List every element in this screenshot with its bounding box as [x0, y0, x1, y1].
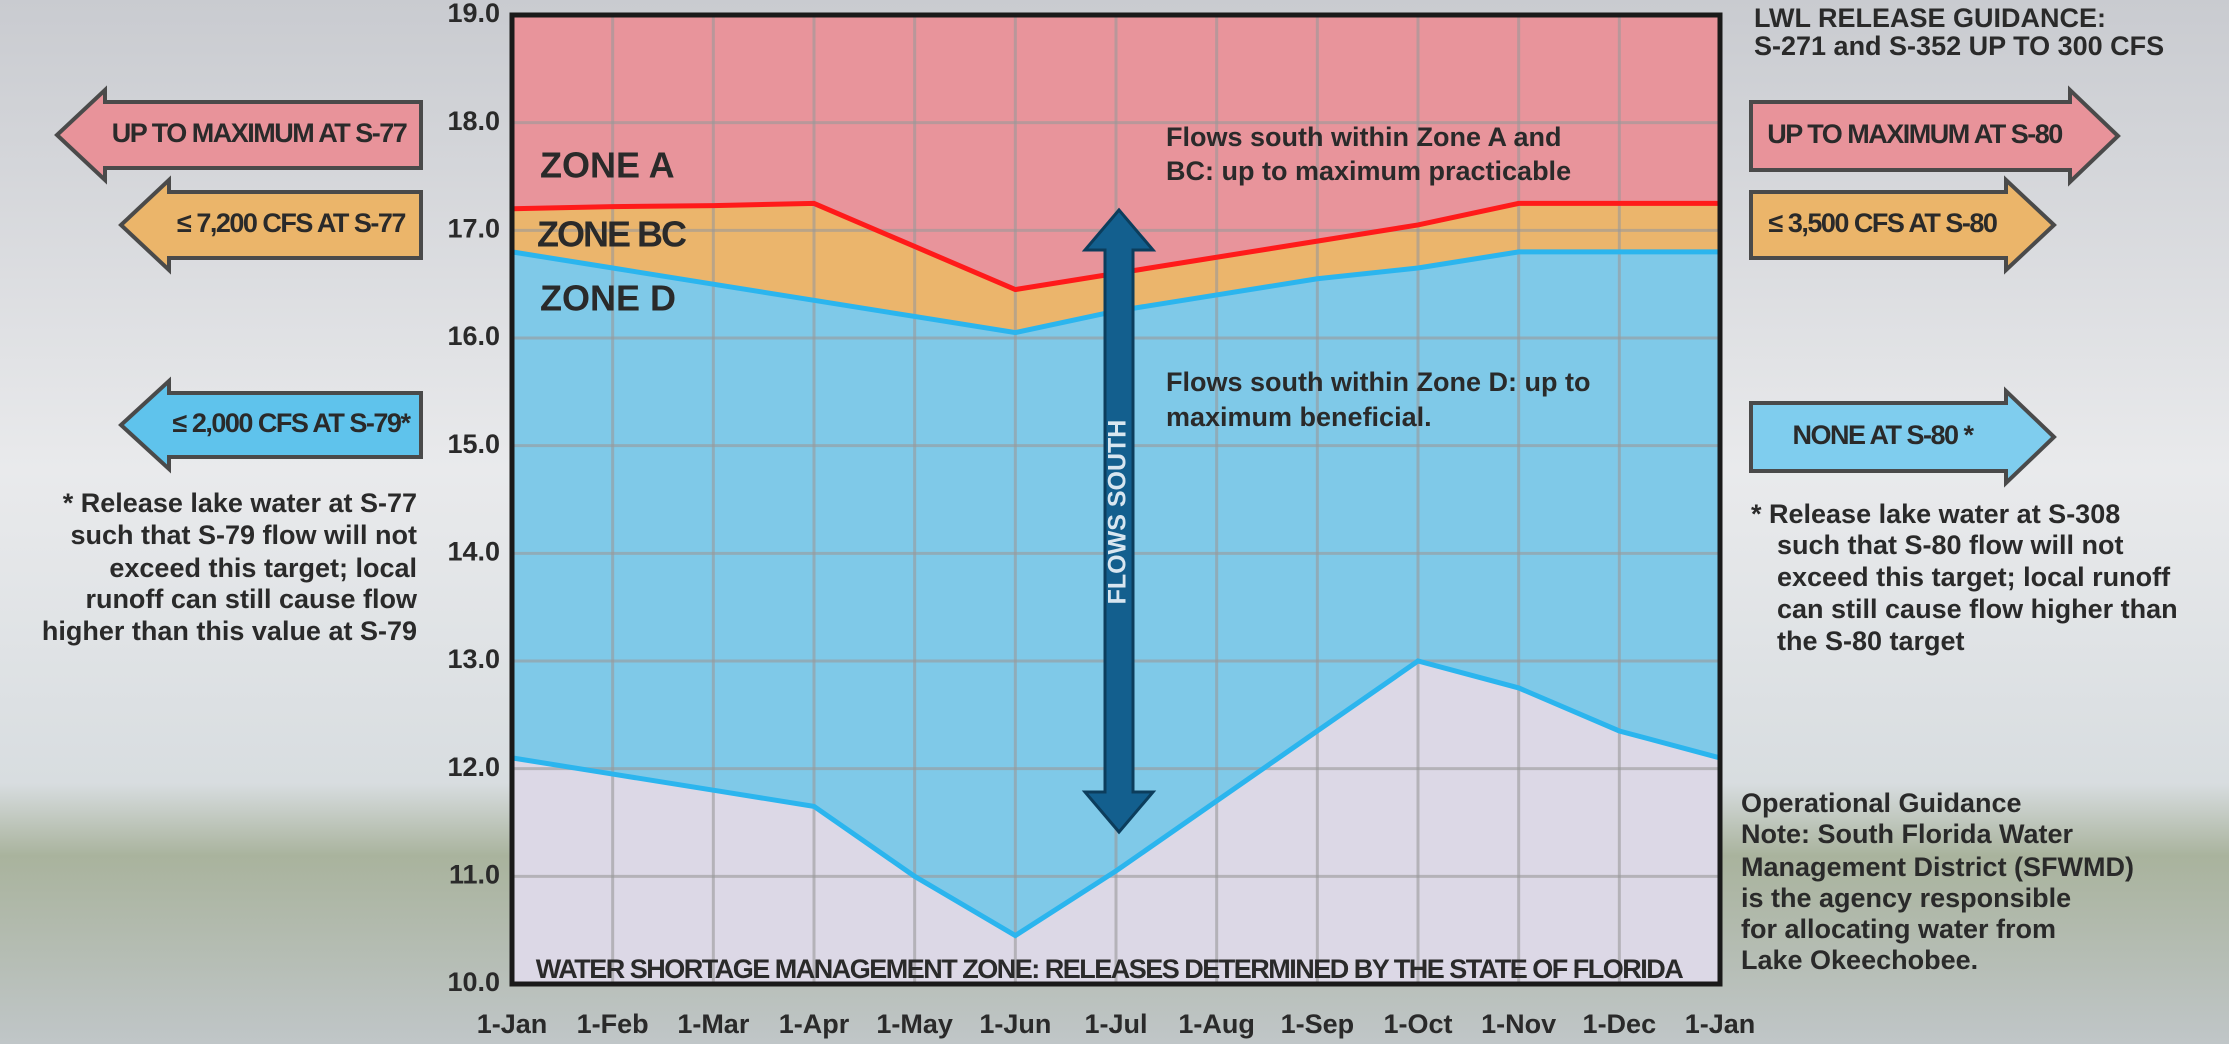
note-text: such that S-79 flow will not	[70, 520, 417, 550]
note-text: * Release lake water at S-77	[63, 488, 417, 518]
annotation: BC: up to maximum practicable	[1166, 156, 1571, 186]
double-arrow	[1081, 207, 1157, 835]
direction-arrow	[118, 376, 423, 474]
x-tick-label: 1-Jan	[477, 1009, 548, 1039]
note-text: Note: South Florida Water	[1741, 819, 2073, 849]
annotation: maximum beneficial.	[1166, 402, 1432, 432]
note-text: for allocating water from	[1741, 914, 2056, 944]
y-tick-label: 18.0	[447, 106, 500, 136]
y-tick-label: 11.0	[449, 859, 500, 889]
arrow-label: UP TO MAXIMUM AT S-80	[1767, 119, 2062, 149]
note-text: Lake Okeechobee.	[1741, 945, 1978, 975]
x-tick-label: 1-Sep	[1281, 1009, 1355, 1039]
x-tick-label: 1-Oct	[1383, 1009, 1452, 1039]
note-text: can still cause flow higher than	[1777, 594, 2178, 624]
y-tick-label: 13.0	[447, 644, 500, 674]
annotations: 10.0 11.0 12.0 13.0 14.0 15.0 16.0 17.0 18.0 19.0…	[42, 0, 2178, 1039]
x-tick-label: 1-Dec	[1583, 1009, 1657, 1039]
note-text: exceed this target; local	[109, 553, 417, 583]
x-tick-label: 1-Feb	[577, 1009, 649, 1039]
arrow-label: ≤ 2,000 CFS AT S-79*	[173, 408, 412, 438]
note-text: such that S-80 flow will not	[1777, 530, 2124, 560]
guidance-text: S-271 and S-352 UP TO 300 CFS	[1754, 31, 2164, 61]
arrow-label: ≤ 7,200 CFS AT S-77	[177, 208, 405, 238]
guidance-text: LWL RELEASE GUIDANCE:	[1754, 3, 2106, 33]
zone-label: ZONE D	[540, 278, 676, 319]
direction-arrow	[1749, 386, 2057, 488]
annotation: Flows south within Zone D: up to	[1166, 367, 1590, 397]
y-tick-label: 10.0	[447, 967, 500, 997]
direction-arrow	[1749, 175, 2057, 275]
y-tick-label: 16.0	[447, 321, 500, 351]
arrow-label: FLOWS SOUTH	[1104, 420, 1132, 605]
note-text: Management District (SFWMD)	[1741, 852, 2134, 882]
note-text: * Release lake water at S-308	[1751, 499, 2120, 529]
direction-arrow	[1749, 85, 2121, 187]
plot-frame	[509, 12, 1723, 987]
arrow-label: UP TO MAXIMUM AT S-77	[112, 118, 407, 148]
annotation: WATER SHORTAGE MANAGEMENT ZONE: RELEASES…	[536, 954, 1684, 984]
arrow-label: NONE AT S-80 *	[1792, 420, 1974, 450]
annotation: Flows south within Zone A and	[1166, 122, 1561, 152]
x-tick-label: 1-Aug	[1178, 1009, 1255, 1039]
direction-arrow	[54, 85, 423, 185]
note-text: exceed this target; local runoff	[1777, 562, 2171, 592]
note-text: higher than this value at S-79	[42, 616, 417, 646]
y-tick-label: 15.0	[447, 429, 500, 459]
y-tick-label: 19.0	[447, 0, 500, 28]
note-text: Operational Guidance	[1741, 788, 2022, 818]
zone-label: ZONE A	[540, 145, 675, 186]
direction-arrow	[118, 175, 423, 275]
x-tick-label: 1-Nov	[1481, 1009, 1556, 1039]
y-tick-label: 12.0	[447, 752, 500, 782]
y-tick-label: 17.0	[447, 213, 500, 243]
note-text: runoff can still cause flow	[85, 584, 418, 614]
x-tick-label: 1-Jan	[1685, 1009, 1756, 1039]
x-tick-label: 1-May	[876, 1009, 953, 1039]
arrow-label: ≤ 3,500 CFS AT S-80	[1769, 208, 1997, 238]
zone-label: ZONE BC	[537, 214, 687, 255]
x-tick-label: 1-Jun	[979, 1009, 1051, 1039]
x-tick-label: 1-Jul	[1084, 1009, 1147, 1039]
note-text: is the agency responsible	[1741, 883, 2071, 913]
zone-line	[511, 658, 1721, 939]
x-tick-label: 1-Apr	[779, 1009, 850, 1039]
y-tick-label: 14.0	[447, 536, 500, 566]
note-text: the S-80 target	[1777, 626, 1965, 656]
x-tick-label: 1-Mar	[677, 1009, 750, 1039]
